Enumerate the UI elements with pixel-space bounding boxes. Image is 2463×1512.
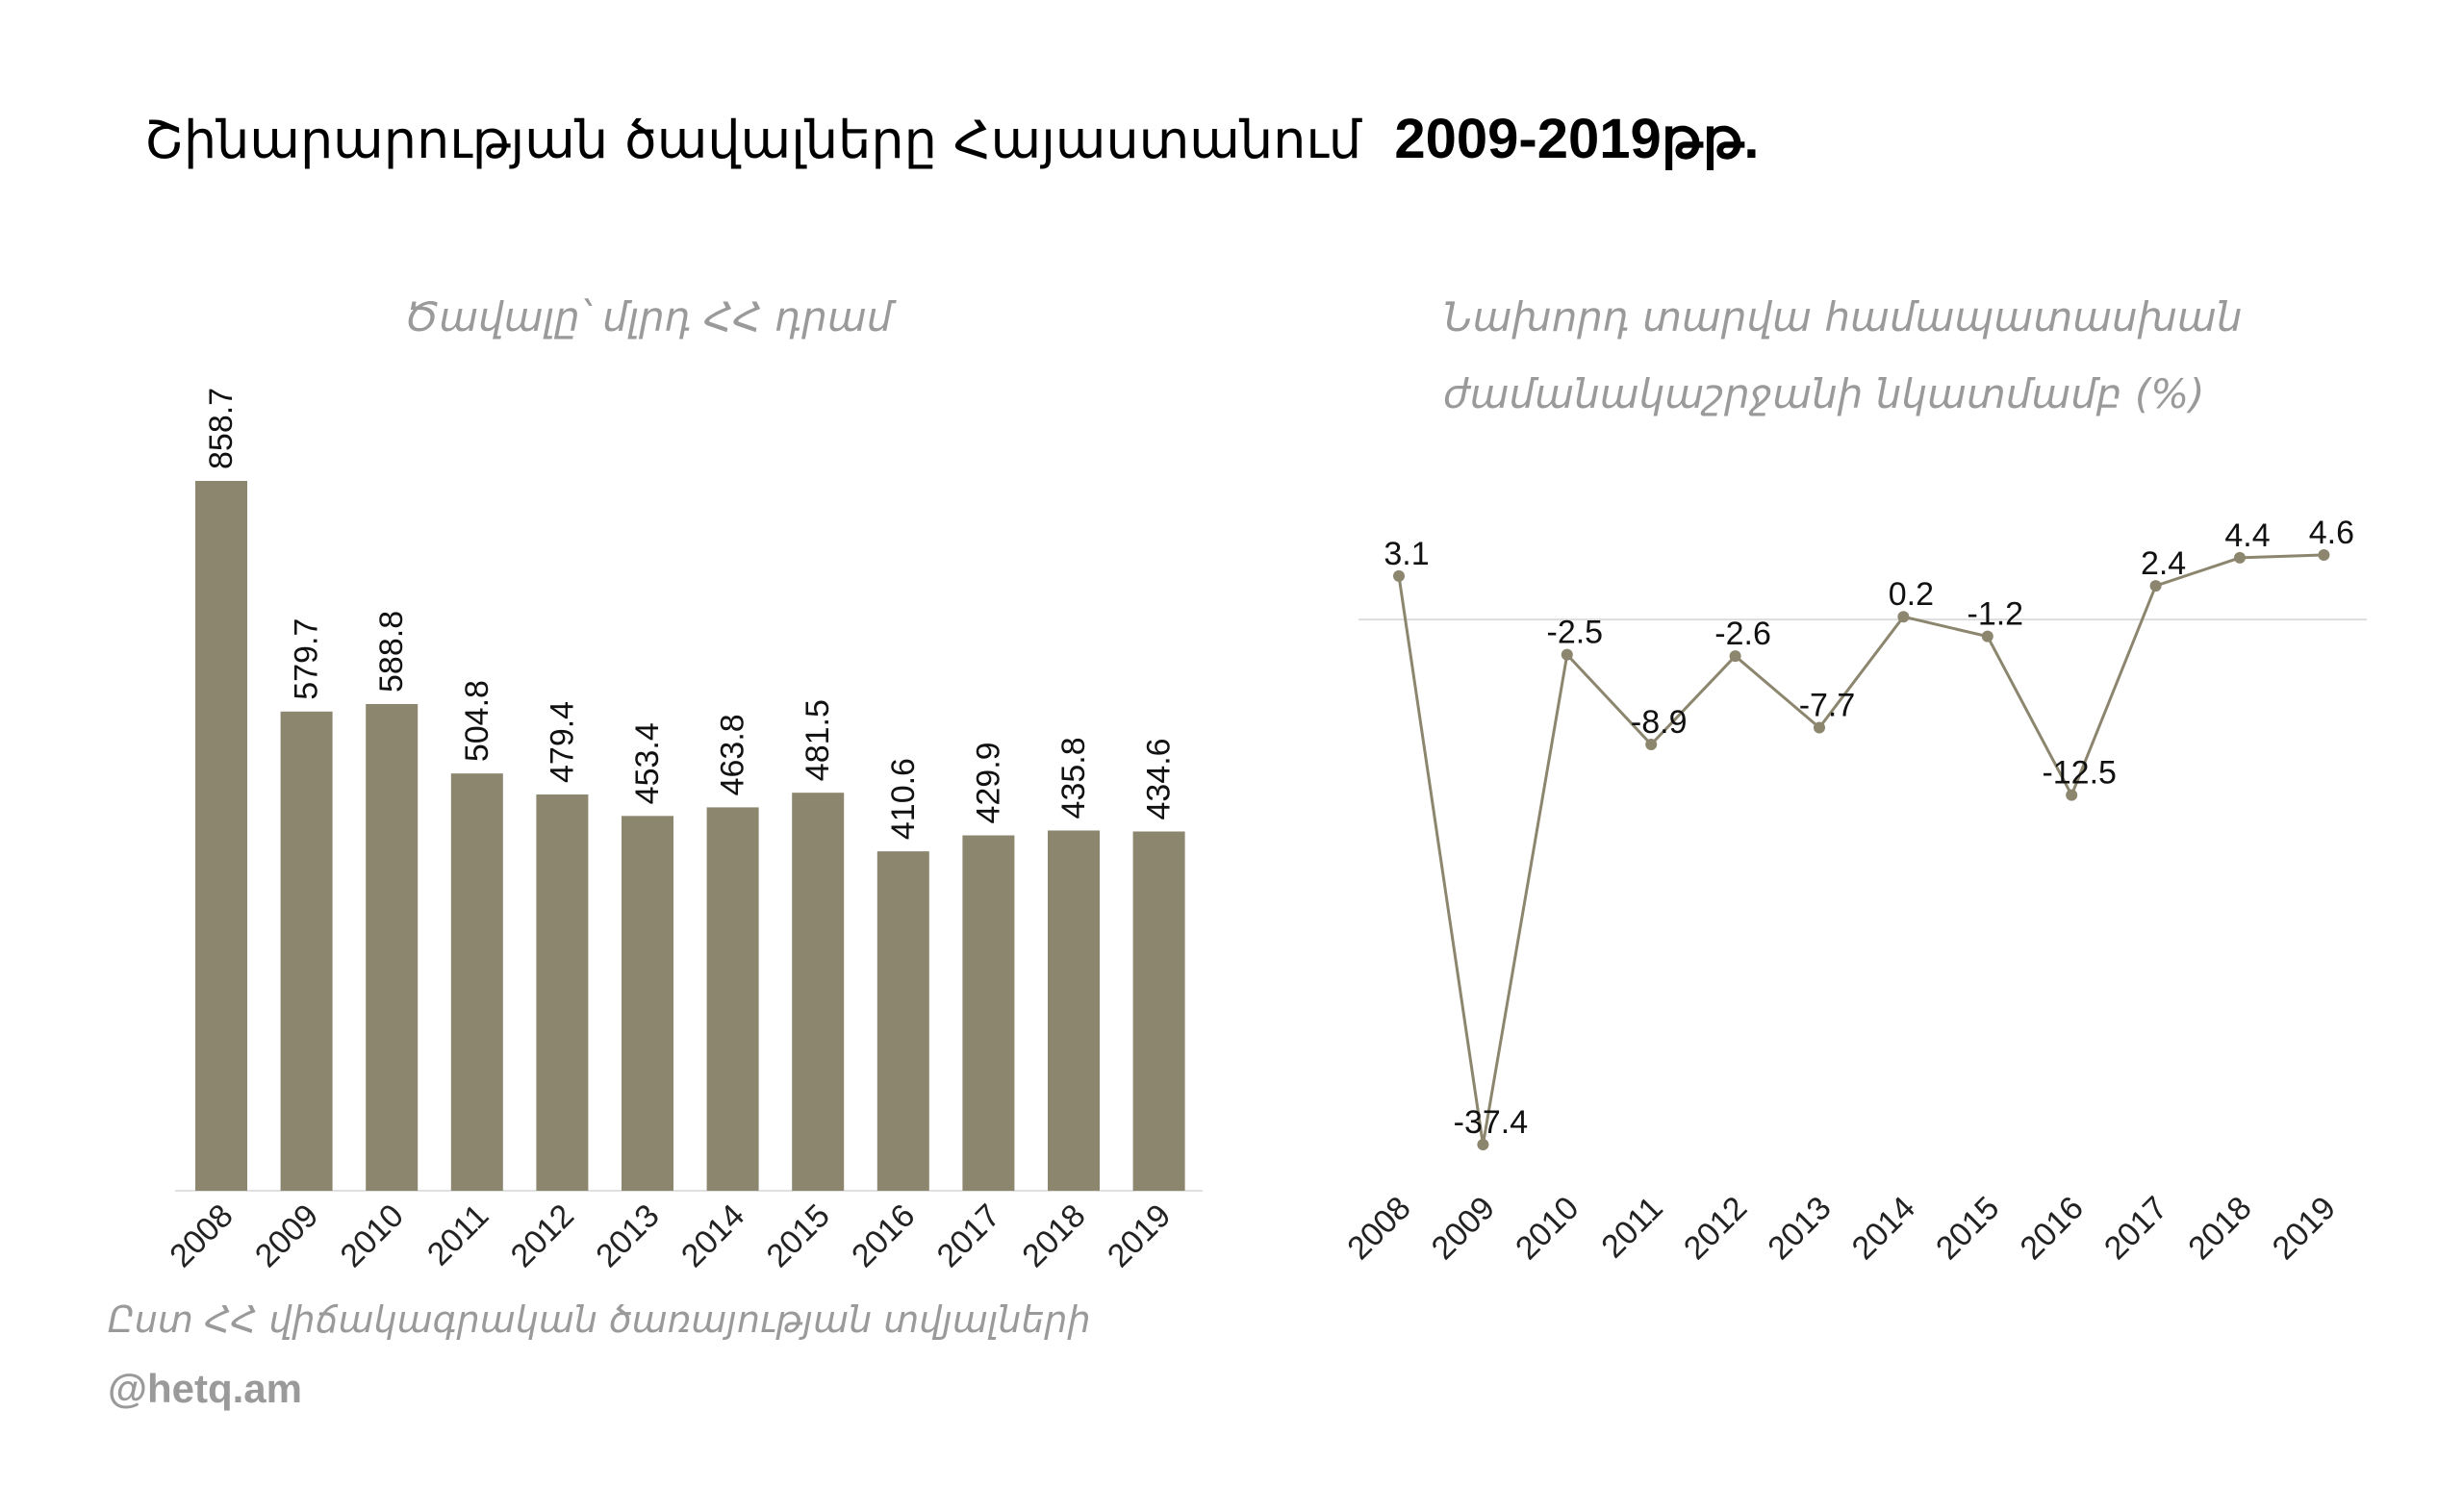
bar-tick-label-2012: 2012 xyxy=(504,1197,581,1274)
line-tick-label-2012: 2012 xyxy=(1677,1190,1754,1267)
line-value-label-2015: -1.2 xyxy=(1968,596,2024,633)
bar-tick-label-2015: 2015 xyxy=(760,1197,837,1274)
bar-value-label-2018: 435.8 xyxy=(1055,737,1092,819)
bar-2008 xyxy=(195,481,247,1191)
line-value-label-2013: -7.7 xyxy=(1799,688,1856,724)
line-value-label-2014: 0.2 xyxy=(1889,576,1934,613)
bar-tick-label-2013: 2013 xyxy=(589,1197,666,1274)
line-tick-label-2018: 2018 xyxy=(2181,1190,2258,1267)
site-handle: @hetq.am xyxy=(108,1366,302,1411)
title-text: Շինարարության ծավալները Հայաստանում xyxy=(144,110,1362,170)
bar-value-label-2008: 858.7 xyxy=(203,388,240,469)
line-tick-label-2015: 2015 xyxy=(1929,1190,2006,1267)
source-note: Ըստ ՀՀ վիճակագրական ծառայության տվյալներ… xyxy=(108,1298,1091,1341)
line-tick-label-2019: 2019 xyxy=(2266,1190,2343,1267)
bar-tick-label-2018: 2018 xyxy=(1015,1197,1092,1274)
line-series-path xyxy=(1397,553,2324,1146)
bar-2011 xyxy=(450,773,503,1191)
bar-tick-label-2014: 2014 xyxy=(674,1197,751,1274)
line-point-2011 xyxy=(1645,739,1658,751)
bar-tick-label-2016: 2016 xyxy=(845,1197,922,1274)
line-chart-title-line2: ժամանակաշրջանի նկատմամբ (%) xyxy=(1443,370,2205,417)
bar-2017 xyxy=(962,835,1015,1191)
line-tick-label-2014: 2014 xyxy=(1845,1190,1922,1267)
line-value-label-2018: 4.4 xyxy=(2224,517,2270,554)
line-point-2014 xyxy=(1897,611,1910,623)
bar-tick-label-2011: 2011 xyxy=(420,1197,496,1273)
page-title: Շինարարության ծավալները Հայաստանում 2009… xyxy=(144,106,1760,171)
line-tick-label-2008: 2008 xyxy=(1340,1190,1417,1267)
bar-value-label-2014: 463.8 xyxy=(715,714,751,795)
bar-2014 xyxy=(706,807,759,1191)
bar-value-label-2011: 504.8 xyxy=(459,680,495,762)
line-value-label-2010: -2.5 xyxy=(1547,615,1604,651)
bar-value-label-2017: 429.9 xyxy=(970,742,1006,823)
line-point-2016 xyxy=(2066,789,2078,801)
line-point-2009 xyxy=(1477,1139,1489,1150)
bar-value-label-2010: 588.8 xyxy=(373,611,410,693)
line-value-label-2017: 2.4 xyxy=(2141,545,2186,582)
line-point-2010 xyxy=(1561,648,1573,661)
bar-value-label-2015: 481.5 xyxy=(800,699,836,781)
line-point-2018 xyxy=(2234,551,2246,564)
bar-2015 xyxy=(792,793,845,1191)
line-tick-label-2011: 2011 xyxy=(1594,1190,1670,1266)
line-point-2008 xyxy=(1393,569,1405,582)
bar-value-label-2019: 434.6 xyxy=(1141,738,1178,819)
bar-value-label-2012: 479.4 xyxy=(544,701,580,783)
line-chart-title-line1: Նախորդ տարվա համապատասխան xyxy=(1443,293,2243,340)
line-tick-label-2009: 2009 xyxy=(1425,1190,1502,1267)
line-value-label-2012: -2.6 xyxy=(1714,616,1771,652)
line-point-2019 xyxy=(2318,549,2330,561)
line-tick-label-2017: 2017 xyxy=(2097,1190,2174,1267)
bar-2013 xyxy=(622,816,673,1191)
line-value-label-2011: -8.9 xyxy=(1631,704,1688,741)
bar-tick-label-2008: 2008 xyxy=(163,1197,240,1274)
bar-2018 xyxy=(1048,830,1100,1191)
line-value-label-2016: -12.5 xyxy=(2042,755,2117,792)
bar-2016 xyxy=(876,851,929,1191)
bar-2010 xyxy=(366,703,419,1191)
line-point-2017 xyxy=(2149,580,2162,592)
line-value-label-2009: -37.4 xyxy=(1454,1104,1529,1141)
line-tick-label-2016: 2016 xyxy=(2014,1190,2091,1267)
line-point-2013 xyxy=(1814,721,1825,734)
bar-tick-label-2009: 2009 xyxy=(248,1197,325,1274)
bar-2012 xyxy=(536,794,589,1191)
line-tick-label-2013: 2013 xyxy=(1761,1190,1838,1267)
line-point-2012 xyxy=(1729,650,1741,663)
line-value-label-2019: 4.6 xyxy=(2309,515,2354,551)
title-years: 2009-2019թթ. xyxy=(1394,108,1760,170)
bar-value-label-2013: 453.4 xyxy=(629,722,666,804)
bar-value-label-2009: 579.7 xyxy=(289,618,325,700)
bar-value-label-2016: 410.6 xyxy=(885,758,922,840)
line-value-label-2008: 3.1 xyxy=(1384,536,1429,572)
bar-chart-title: Ծավալը՝ մլրդ ՀՀ դրամ xyxy=(404,293,893,340)
bar-tick-label-2010: 2010 xyxy=(334,1197,411,1274)
bar-tick-label-2017: 2017 xyxy=(930,1197,1007,1274)
line-point-2015 xyxy=(1981,630,1993,643)
bar-2009 xyxy=(280,711,333,1191)
bar-tick-label-2019: 2019 xyxy=(1101,1197,1178,1274)
line-tick-label-2010: 2010 xyxy=(1509,1190,1586,1267)
bar-2019 xyxy=(1132,831,1185,1191)
